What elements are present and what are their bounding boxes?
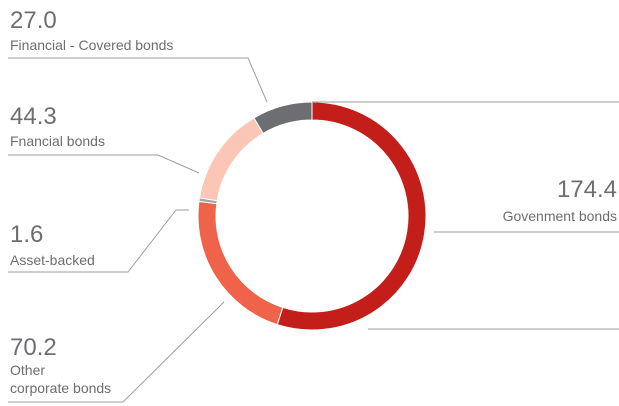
category-label-other-corporate-line2: corporate bonds bbox=[10, 380, 111, 396]
leader-line-asset-backed bbox=[8, 209, 189, 273]
donut-slices bbox=[197, 101, 427, 331]
leader-line-other-corporate bbox=[8, 301, 225, 403]
leader-lines bbox=[8, 57, 619, 403]
value-label-financial: 44.3 bbox=[10, 103, 57, 130]
category-label-asset-backed: Asset-backed bbox=[10, 252, 95, 268]
value-label-covered: 27.0 bbox=[10, 7, 57, 34]
slice-covered bbox=[253, 101, 313, 135]
leader-line-covered bbox=[8, 57, 268, 103]
leader-line-financial bbox=[8, 154, 200, 174]
slice-other-corporate bbox=[197, 200, 284, 326]
slice-financial bbox=[198, 117, 264, 202]
category-label-other-corporate-line1: Other bbox=[10, 362, 45, 378]
category-label-financial: Fnancial bonds bbox=[10, 133, 105, 149]
category-label-government: Govenment bonds bbox=[503, 208, 617, 224]
value-label-other-corporate: 70.2 bbox=[10, 334, 57, 361]
category-label-covered: Financial - Covered bonds bbox=[10, 37, 173, 53]
value-label-asset-backed: 1.6 bbox=[10, 221, 43, 248]
value-label-government: 174.4 bbox=[557, 176, 617, 203]
slice-government bbox=[276, 101, 427, 331]
